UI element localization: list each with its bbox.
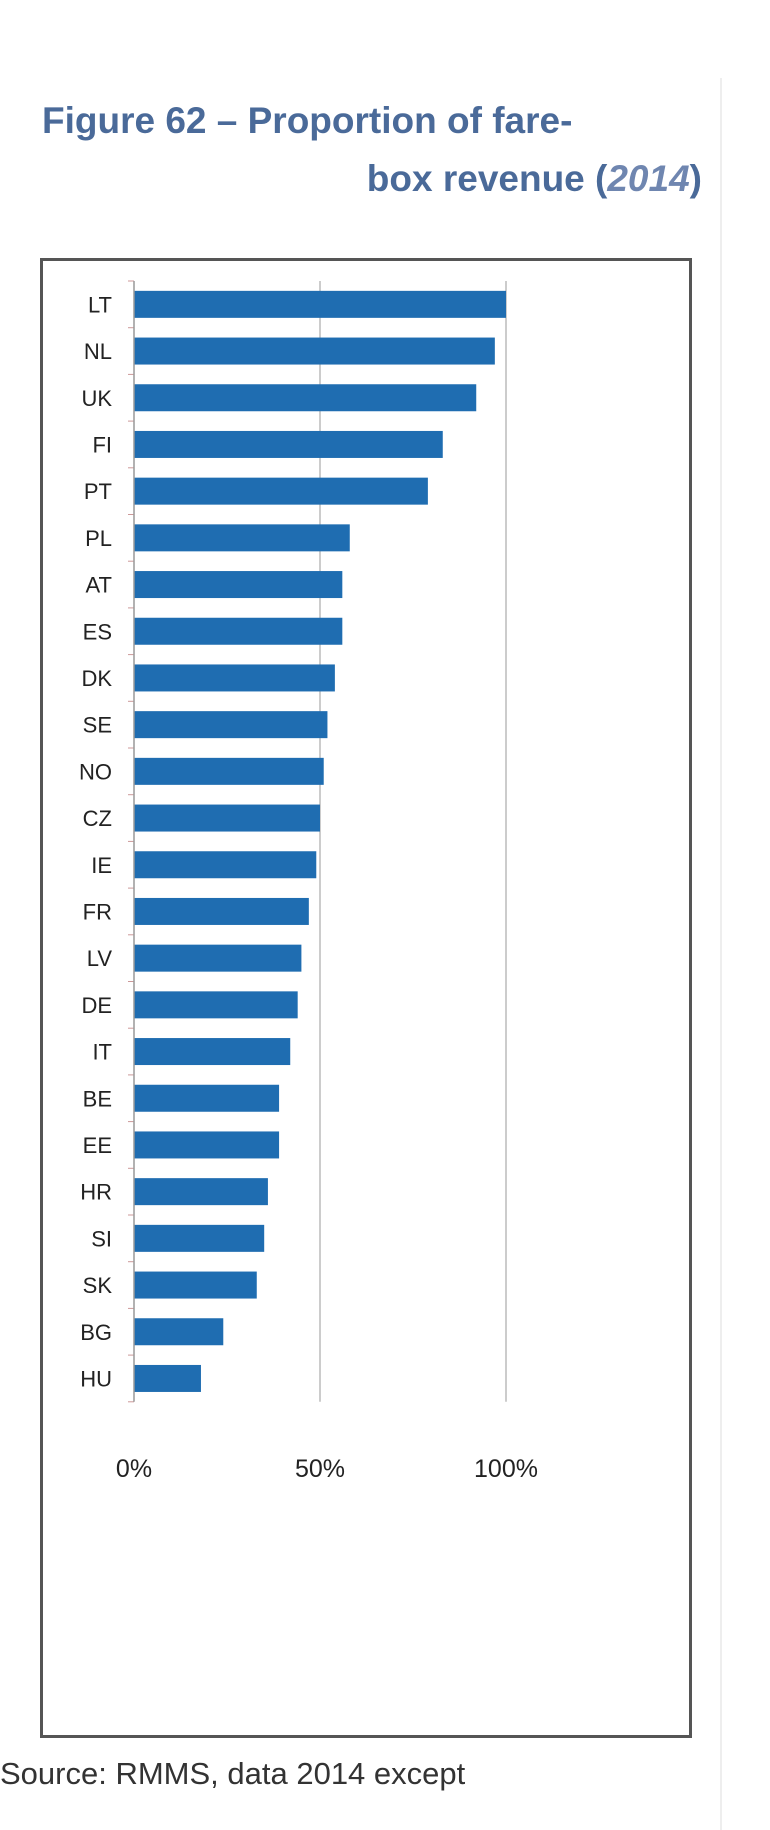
x-tick-label: 50% bbox=[295, 1455, 345, 1483]
bar bbox=[134, 1271, 257, 1299]
bar bbox=[134, 477, 428, 505]
category-label: NL bbox=[84, 339, 112, 364]
chart-frame: LT NL UK FI PT PL AT ES DK SE NO CZ IE FR LV DE IT BE EE HR… bbox=[40, 258, 692, 1738]
bar-chart: LT NL UK FI PT PL AT ES DK SE NO CZ IE FR LV DE IT BE EE HR… bbox=[79, 280, 538, 1483]
category-label: BE bbox=[83, 1086, 112, 1111]
page-edge bbox=[0, 78, 722, 1830]
title-line-1: Figure 62 – Proportion of fare- bbox=[42, 100, 573, 141]
category-label: IE bbox=[91, 853, 112, 878]
category-label: HR bbox=[80, 1180, 112, 1205]
title-line-2: box revenue (2014) bbox=[30, 150, 720, 208]
category-label: SE bbox=[83, 713, 112, 738]
category-label: FR bbox=[83, 899, 112, 924]
bar bbox=[134, 1038, 291, 1066]
bar bbox=[134, 711, 328, 739]
category-label: BG bbox=[80, 1320, 112, 1345]
bar bbox=[134, 991, 298, 1019]
bar bbox=[134, 337, 495, 365]
bar bbox=[134, 897, 309, 925]
category-label: SK bbox=[83, 1273, 113, 1298]
bar bbox=[134, 1224, 265, 1252]
bar bbox=[134, 571, 343, 599]
x-tick-label: 0% bbox=[116, 1455, 152, 1483]
bar bbox=[134, 1318, 224, 1346]
chart-title: Figure 62 – Proportion of fare- box reve… bbox=[30, 92, 720, 208]
category-label: DK bbox=[81, 666, 112, 691]
category-label: PT bbox=[84, 479, 112, 504]
category-label: NO bbox=[79, 759, 112, 784]
bar bbox=[134, 617, 343, 645]
category-label: LV bbox=[87, 946, 113, 971]
bar bbox=[134, 1131, 280, 1159]
bar bbox=[134, 524, 350, 552]
bar bbox=[134, 757, 324, 785]
bar bbox=[134, 1084, 280, 1112]
category-label: ES bbox=[83, 619, 112, 644]
bar bbox=[134, 804, 320, 832]
title-year: 2014 bbox=[607, 158, 690, 199]
category-label: CZ bbox=[83, 806, 112, 831]
category-label: SI bbox=[91, 1226, 112, 1251]
bar bbox=[134, 384, 477, 412]
title-line-2-text: box revenue ( bbox=[366, 158, 608, 199]
category-label: PL bbox=[85, 526, 112, 551]
bar bbox=[134, 664, 335, 692]
bar bbox=[134, 1178, 268, 1206]
title-line-2-close: ) bbox=[689, 158, 702, 199]
bar bbox=[134, 944, 302, 972]
bar bbox=[134, 1364, 201, 1392]
source-note: Source: RMMS, data 2014 except bbox=[0, 1756, 466, 1791]
bar bbox=[134, 430, 443, 458]
category-label: FI bbox=[92, 432, 112, 457]
category-label: DE bbox=[81, 993, 112, 1018]
bar bbox=[134, 290, 506, 318]
category-label: EE bbox=[83, 1133, 112, 1158]
category-label: HU bbox=[80, 1366, 112, 1391]
x-tick-label: 100% bbox=[474, 1455, 538, 1483]
bar bbox=[134, 851, 317, 879]
category-label: UK bbox=[81, 386, 112, 411]
category-label: LT bbox=[88, 292, 112, 317]
category-label: AT bbox=[86, 573, 112, 598]
category-label: IT bbox=[92, 1040, 112, 1065]
